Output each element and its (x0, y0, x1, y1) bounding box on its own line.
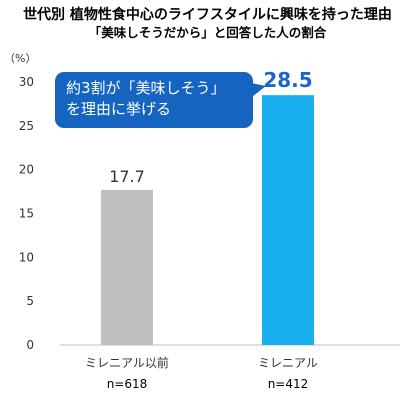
sample-size-label: n=618 (107, 377, 148, 391)
bar (262, 95, 314, 346)
x-category-label: ミレニアル以前 (85, 355, 169, 370)
y-tick-label: 20 (19, 163, 34, 177)
bar-value-label: 28.5 (263, 68, 312, 92)
bar (101, 189, 153, 345)
callout-box (55, 72, 253, 128)
y-axis-ticks: 0 5 10 15 20 25 30 (19, 75, 34, 352)
y-tick-label: 25 (19, 119, 34, 133)
chart-title: 世代別 植物性食中心のライフスタイルに興味を持った理由 (23, 7, 392, 23)
x-category-label: ミレニアル (258, 356, 318, 370)
y-tick-label: 30 (19, 75, 34, 89)
bars: 17.7 ミレニアル以前 n=618 28.5 ミレニアル n=412 (85, 68, 318, 391)
callout-text-line1: 約3割が「美味しそう」 (66, 79, 226, 97)
chart-subtitle: 「美味しそうだから」と回答した人の割合 (88, 25, 327, 40)
y-tick-label: 10 (19, 250, 34, 264)
callout-pointer (246, 82, 266, 100)
y-tick-label: 5 (26, 294, 34, 308)
callout: 約3割が「美味しそう」 を理由に挙げる (55, 72, 266, 128)
sample-size-label: n=412 (268, 377, 309, 391)
bar-value-label: 17.7 (109, 167, 145, 186)
y-tick-label: 0 (26, 338, 34, 352)
callout-text-line2: を理由に挙げる (66, 100, 171, 118)
y-tick-label: 15 (19, 207, 34, 221)
unit-label: （%） (4, 52, 36, 65)
